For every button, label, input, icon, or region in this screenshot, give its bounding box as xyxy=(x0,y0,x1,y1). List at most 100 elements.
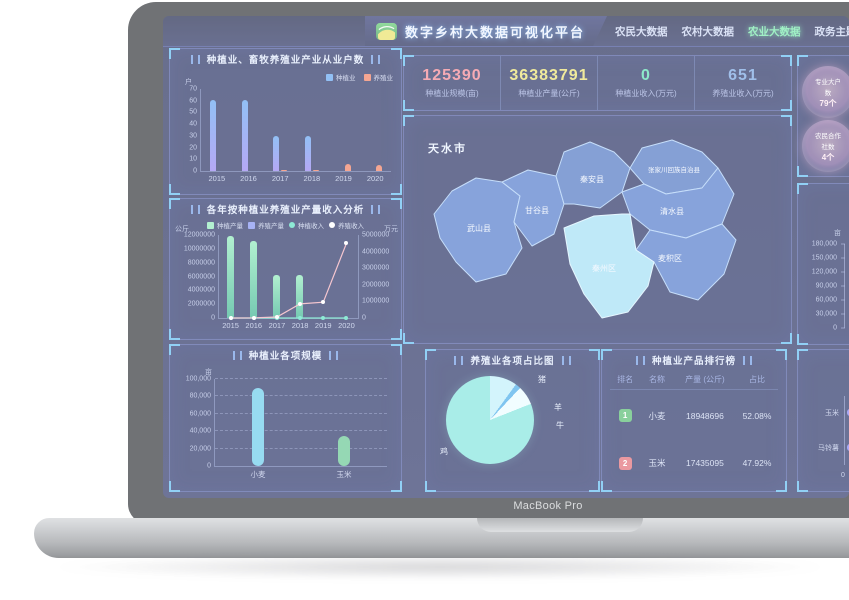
legend-item[interactable]: 养殖产量 xyxy=(248,220,284,230)
line-marker-种植收入 xyxy=(321,316,326,320)
map-region-wushan[interactable] xyxy=(433,177,523,283)
legend-item[interactable]: 种植收入 xyxy=(289,220,324,230)
axis-tick-label: 1000000 xyxy=(362,297,390,305)
map-region-label: 秦安县 xyxy=(580,174,604,184)
macbook-base xyxy=(34,518,849,558)
map-region-gangu[interactable] xyxy=(501,169,565,247)
panel-title: 各年按种植业养殖业产量收入分析 xyxy=(170,199,401,219)
line-marker-种植收入 xyxy=(344,316,349,320)
axis-category-label: 2015 xyxy=(208,174,226,183)
axis-tick-mark xyxy=(841,313,845,315)
bar-种植业 xyxy=(273,135,280,171)
planting-scale-bar-chart: 亩 0 20,000 40,000 60,000 80,000 100,000 小麦 玉米 xyxy=(186,369,387,479)
table-row[interactable]: 1 小麦 18948696 52.08% xyxy=(610,409,778,423)
axis-tick-label: 5000000 xyxy=(362,231,390,239)
map-region-qinan[interactable] xyxy=(555,141,631,209)
line-marker-种植收入 xyxy=(298,316,303,320)
breeding-pie[interactable] xyxy=(446,376,534,464)
axis-tick-label: 20 xyxy=(189,144,197,152)
bar-种植产量 xyxy=(226,236,234,318)
line-marker-养殖收入 xyxy=(298,301,303,306)
axis-category-label: 玉米 xyxy=(336,470,352,479)
badge-text: 农民合作 xyxy=(815,132,841,140)
badge-text: 数 xyxy=(824,89,832,97)
badge-professional-households: 专业大户 数 79个 xyxy=(802,66,849,118)
axis-tick-label: 60 xyxy=(189,97,197,105)
line-marker-养殖收入 xyxy=(321,300,326,305)
pie-slice-label: 鸡 xyxy=(440,447,448,456)
bar-小麦 xyxy=(252,387,264,466)
bar-养殖业 xyxy=(281,169,288,171)
stat-label: 种植业收入(万元) xyxy=(615,89,677,98)
bar-养殖业 xyxy=(312,169,319,171)
axis-tick-label: 80,000 xyxy=(189,392,211,400)
panel-planting-scale-chart: 种植业各项规模 亩 0 20,000 40,000 60,000 80,000 100,0… xyxy=(169,344,402,492)
axis-tick-label: 180,000 xyxy=(811,240,837,248)
legend-item[interactable]: 种植产量 xyxy=(207,220,243,230)
map-region-qinzhou[interactable] xyxy=(563,213,655,319)
nav-item-农业大数据[interactable]: 农业大数据 xyxy=(748,25,801,38)
line-marker-养殖收入 xyxy=(251,315,256,320)
legend-label: 养殖收入 xyxy=(338,223,364,230)
product-output: 17435095 xyxy=(685,458,724,469)
badge-value: 79个 xyxy=(819,98,837,108)
badge-farmer-cooperatives: 农民合作 社数 4个 xyxy=(802,120,849,172)
gridline xyxy=(215,378,387,379)
stat-label: 养殖业收入(万元) xyxy=(712,89,774,98)
axis-tick-mark xyxy=(841,257,845,259)
axis-tick-label: 12000000 xyxy=(183,231,215,239)
axis-tick-label: 0 xyxy=(211,314,215,322)
macbook-lid-notch xyxy=(477,518,643,532)
nav-item-农村大数据[interactable]: 农村大数据 xyxy=(681,25,735,38)
table-header-0: 排名 xyxy=(617,375,634,384)
axis-tick-label: 4000000 xyxy=(187,286,215,294)
line-marker-养殖收入 xyxy=(344,241,349,246)
axis-category-label: 2017 xyxy=(268,321,286,330)
stat-value: 651 xyxy=(728,67,758,84)
panel-yearly-analysis-chart: 各年按种植业养殖业产量收入分析 种植产量 养殖产量 种植收入 养殖收入 公斤 万元 0… xyxy=(169,198,402,340)
table-header-2: 产量 (公斤) xyxy=(685,375,725,384)
rank-cell: 1 xyxy=(610,409,640,423)
hbar-马铃薯 xyxy=(847,443,849,451)
axis-tick-label: 100,000 xyxy=(185,375,211,383)
axis-tick-label: 0 xyxy=(207,462,211,470)
badge-text: 社数 xyxy=(821,143,835,151)
axis-tick-label: 0 xyxy=(193,167,197,175)
panel-breeding-pie-chart: 养殖业各项占比图 猪 羊 牛 鸡 xyxy=(425,349,600,492)
axis-category-label: 2018 xyxy=(303,174,321,183)
map-region-label: 张家川回族自治县 xyxy=(648,165,701,174)
product-name: 小麦 xyxy=(648,410,666,421)
legend-swatch xyxy=(248,221,255,229)
axis-tick-label: 30,000 xyxy=(815,310,837,318)
panel-city-map: 天水市 武山县 甘谷县 秦安县 张家川回族自治县 清水县 秦州区 麦积区 xyxy=(403,115,792,344)
panel-households-chart: 种植业、畜牧养殖业产业从业户数 种植业 养殖业 户 0 10 20 30 40 50 60 70… xyxy=(169,48,402,195)
table-header-3: 占比 xyxy=(748,375,765,384)
table-row[interactable]: 2 玉米 17435095 47.92% xyxy=(610,456,778,470)
legend-item[interactable]: 养殖收入 xyxy=(329,220,364,230)
axis-tick-label: 120,000 xyxy=(811,268,837,276)
product-name: 玉米 xyxy=(648,458,666,469)
axis-tick-mark xyxy=(841,243,845,245)
platform-title-block: 数字乡村大数据可视化平台 xyxy=(365,16,607,46)
legend-item[interactable]: 养殖业 xyxy=(363,72,393,82)
bar-种植产量 xyxy=(249,240,257,318)
stat-card-breeding-income: 651 养殖业收入(万元) xyxy=(694,56,791,110)
product-share: 52.08% xyxy=(742,410,772,421)
nav-item-农民大数据[interactable]: 农民大数据 xyxy=(615,25,668,38)
platform-title: 数字乡村大数据可视化平台 xyxy=(405,24,586,40)
axis-tick-label: 40 xyxy=(189,120,197,128)
nav-item-政务主题[interactable]: 政务主题 xyxy=(814,25,849,38)
header-nav: 农民大数据农村大数据农业大数据政务主题 xyxy=(615,16,849,46)
pie-slice-label: 牛 xyxy=(556,421,564,430)
legend-swatch xyxy=(207,221,214,229)
axis-tick-label: 10000000 xyxy=(183,245,215,253)
rank-cell: 2 xyxy=(610,456,640,470)
legend-item[interactable]: 种植业 xyxy=(326,72,356,82)
map-region-label: 甘谷县 xyxy=(525,205,549,215)
pie-slice-label: 猪 xyxy=(538,375,546,384)
product-output: 18948696 xyxy=(685,410,724,421)
axis-tick-label: 90,000 xyxy=(815,282,837,290)
gridline xyxy=(215,430,387,432)
map-region-qingshui[interactable] xyxy=(621,167,735,239)
ranking-table-header: 排名 名称 产量 (公斤) 占比 xyxy=(610,374,778,390)
